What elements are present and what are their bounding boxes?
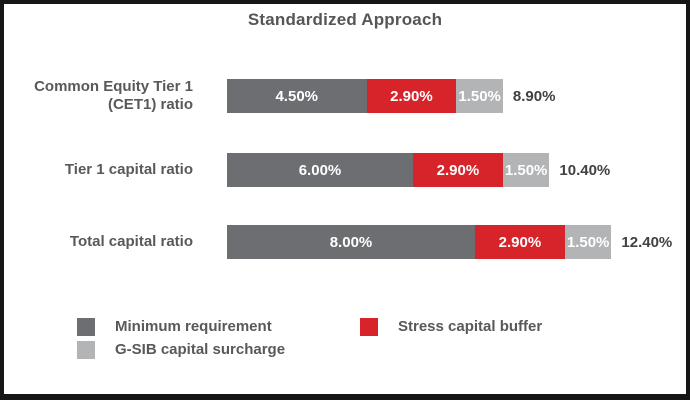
stacked-bar-total-capital: 8.00% 2.90% 1.50%	[227, 225, 612, 259]
legend-label: G-SIB capital surcharge	[115, 341, 286, 358]
category-label-total-capital: Total capital ratio	[69, 232, 193, 250]
bar-segment-gsib-surcharge: 1.50%	[456, 79, 503, 113]
segment-value-label: 2.90%	[390, 87, 433, 105]
category-label-tier1: Tier 1 capital ratio	[64, 160, 193, 178]
stacked-bar-cet1: 4.50% 2.90% 1.50%	[227, 79, 503, 113]
legend-label: Stress capital buffer	[398, 318, 543, 335]
legend-swatch-stress-capital-buffer-icon	[360, 318, 378, 336]
bar-total-label: 12.40%	[621, 233, 673, 251]
legend-item-stress-capital-buffer: Stress capital buffer	[360, 318, 542, 336]
legend-swatch-minimum-requirement-icon	[77, 318, 95, 336]
chart-title: Standardized Approach	[247, 10, 443, 29]
stacked-bar-tier1: 6.00% 2.90% 1.50%	[227, 153, 550, 187]
legend-swatch-gsib-capital-surcharge-icon	[77, 341, 95, 359]
segment-value-label: 2.90%	[436, 161, 480, 179]
bar-segment-stress-capital-buffer: 2.90%	[366, 79, 457, 113]
legend-label: Minimum requirement	[115, 318, 272, 335]
chart-row-total-capital: Total capital ratio 8.00% 2.90% 1.50% 12…	[8, 225, 672, 259]
bar-segment-minimum-requirement: 4.50%	[227, 79, 367, 113]
bar-segment-minimum-requirement: 6.00%	[227, 153, 413, 187]
segment-value-label: 1.50%	[504, 161, 548, 179]
segment-value-label: 8.00%	[329, 233, 373, 251]
segment-value-label: 1.50%	[566, 233, 610, 251]
chart-row-tier1: Tier 1 capital ratio 6.00% 2.90% 1.50% 1…	[8, 153, 610, 187]
bar-total-label: 8.90%	[512, 87, 556, 105]
bar-segment-stress-capital-buffer: 2.90%	[413, 153, 503, 187]
bar-segment-stress-capital-buffer: 2.90%	[475, 225, 565, 259]
bar-segment-gsib-surcharge: 1.50%	[502, 153, 550, 187]
chart-row-cet1: Common Equity Tier 1 (CET1) ratio 4.50% …	[8, 77, 556, 113]
category-label-cet1: Common Equity Tier 1 (CET1) ratio	[34, 77, 193, 113]
segment-value-label: 1.50%	[458, 87, 501, 105]
bar-total-label: 10.40%	[559, 161, 611, 179]
segment-value-label: 2.90%	[498, 233, 542, 251]
bar-segment-gsib-surcharge: 1.50%	[564, 225, 612, 259]
legend-item-gsib-capital-surcharge: G-SIB capital surcharge	[77, 341, 285, 359]
bar-segment-minimum-requirement: 8.00%	[227, 225, 475, 259]
segment-value-label: 6.00%	[298, 161, 342, 179]
legend-item-minimum-requirement: Minimum requirement	[77, 318, 272, 336]
segment-value-label: 4.50%	[275, 87, 319, 105]
